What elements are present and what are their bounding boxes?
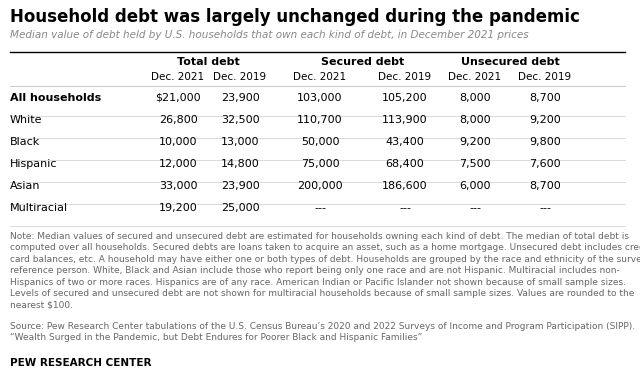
Text: 75,000: 75,000 (301, 159, 339, 169)
Text: Dec. 2019: Dec. 2019 (213, 72, 267, 82)
Text: 26,800: 26,800 (159, 115, 197, 125)
Text: 9,200: 9,200 (529, 115, 561, 125)
Text: 200,000: 200,000 (297, 181, 343, 191)
Text: 13,000: 13,000 (221, 137, 259, 147)
Text: Source: Pew Research Center tabulations of the U.S. Census Bureau’s 2020 and 202: Source: Pew Research Center tabulations … (10, 322, 635, 342)
Text: 8,700: 8,700 (529, 181, 561, 191)
Text: 19,200: 19,200 (159, 203, 197, 213)
Text: 68,400: 68,400 (386, 159, 424, 169)
Text: Dec. 2021: Dec. 2021 (293, 72, 347, 82)
Text: 6,000: 6,000 (460, 181, 491, 191)
Text: ---: --- (539, 203, 551, 213)
Text: ---: --- (399, 203, 411, 213)
Text: Note: Median values of secured and unsecured debt are estimated for households o: Note: Median values of secured and unsec… (10, 232, 640, 310)
Text: Total debt: Total debt (177, 57, 239, 67)
Text: 25,000: 25,000 (221, 203, 259, 213)
Text: 23,900: 23,900 (221, 181, 259, 191)
Text: 33,000: 33,000 (159, 181, 197, 191)
Text: Asian: Asian (10, 181, 40, 191)
Text: 7,600: 7,600 (529, 159, 561, 169)
Text: 186,600: 186,600 (382, 181, 428, 191)
Text: 43,400: 43,400 (386, 137, 424, 147)
Text: $21,000: $21,000 (155, 93, 201, 103)
Text: 14,800: 14,800 (221, 159, 259, 169)
Text: 110,700: 110,700 (297, 115, 343, 125)
Text: Household debt was largely unchanged during the pandemic: Household debt was largely unchanged dur… (10, 8, 580, 26)
Text: 9,800: 9,800 (529, 137, 561, 147)
Text: 32,500: 32,500 (221, 115, 259, 125)
Text: 8,000: 8,000 (459, 93, 491, 103)
Text: Dec. 2019: Dec. 2019 (378, 72, 431, 82)
Text: 8,700: 8,700 (529, 93, 561, 103)
Text: 7,500: 7,500 (459, 159, 491, 169)
Text: ---: --- (314, 203, 326, 213)
Text: Median value of debt held by U.S. households that own each kind of debt, in Dece: Median value of debt held by U.S. househ… (10, 30, 529, 40)
Text: PEW RESEARCH CENTER: PEW RESEARCH CENTER (10, 358, 152, 368)
Text: Unsecured debt: Unsecured debt (461, 57, 559, 67)
Text: 113,900: 113,900 (382, 115, 428, 125)
Text: 50,000: 50,000 (301, 137, 339, 147)
Text: Dec. 2019: Dec. 2019 (518, 72, 572, 82)
Text: ---: --- (469, 203, 481, 213)
Text: 23,900: 23,900 (221, 93, 259, 103)
Text: Secured debt: Secured debt (321, 57, 404, 67)
Text: Dec. 2021: Dec. 2021 (449, 72, 502, 82)
Text: 8,000: 8,000 (459, 115, 491, 125)
Text: 103,000: 103,000 (297, 93, 343, 103)
Text: 105,200: 105,200 (382, 93, 428, 103)
Text: White: White (10, 115, 42, 125)
Text: 9,200: 9,200 (459, 137, 491, 147)
Text: 12,000: 12,000 (159, 159, 197, 169)
Text: Multiracial: Multiracial (10, 203, 68, 213)
Text: 10,000: 10,000 (159, 137, 197, 147)
Text: Hispanic: Hispanic (10, 159, 58, 169)
Text: Dec. 2021: Dec. 2021 (152, 72, 205, 82)
Text: All households: All households (10, 93, 101, 103)
Text: Black: Black (10, 137, 40, 147)
